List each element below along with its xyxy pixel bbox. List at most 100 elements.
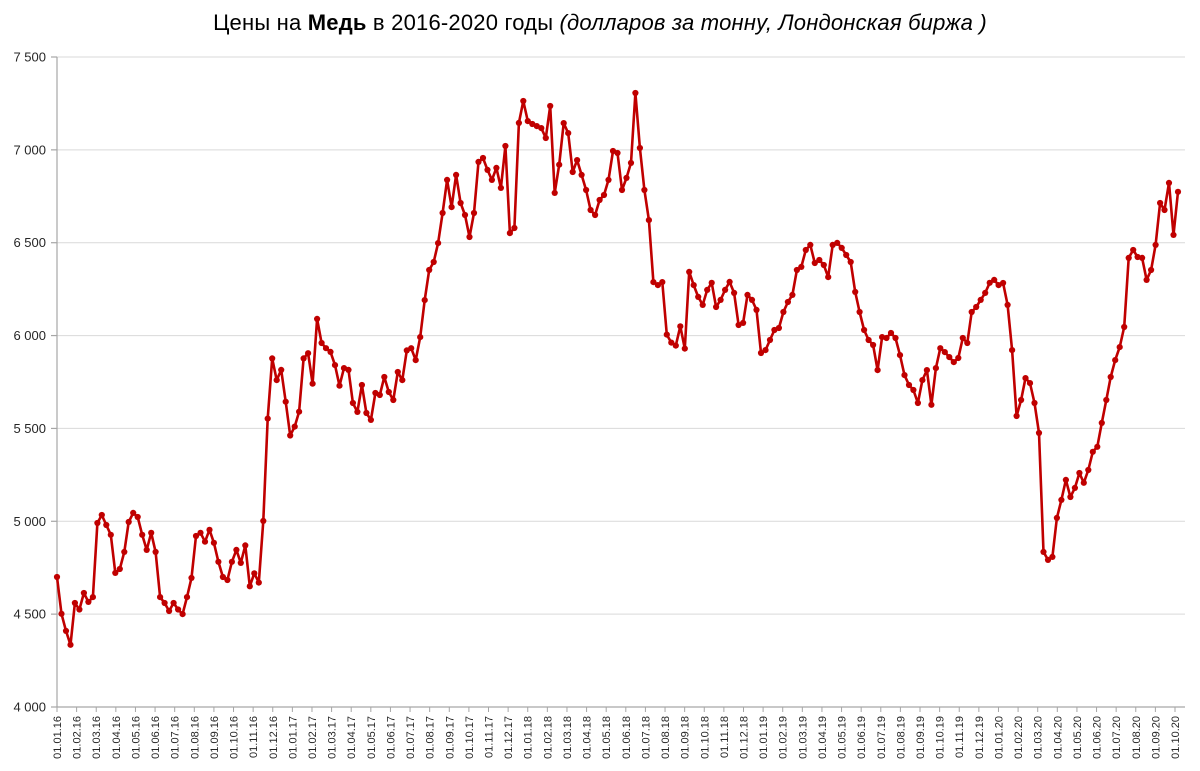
data-point <box>345 366 352 373</box>
x-tick-label: 01.12.19 <box>974 716 986 759</box>
data-point <box>385 388 392 396</box>
data-point <box>726 278 733 285</box>
data-point <box>959 334 966 342</box>
data-point <box>381 373 388 381</box>
data-point <box>264 415 271 422</box>
data-point <box>206 526 213 533</box>
data-point <box>834 239 841 246</box>
data-point <box>475 158 482 165</box>
data-point <box>654 282 662 289</box>
data-point <box>296 408 303 415</box>
data-point <box>493 164 500 171</box>
y-tick-label: 4 000 <box>13 700 46 715</box>
data-point <box>641 186 648 194</box>
data-point <box>986 279 993 286</box>
data-point <box>318 339 325 347</box>
data-point <box>932 365 940 372</box>
data-point <box>991 276 998 283</box>
data-point <box>331 362 339 369</box>
x-tick-label: 01.01.18 <box>523 716 535 759</box>
data-point <box>228 558 235 565</box>
data-point <box>363 409 370 417</box>
data-point <box>704 286 711 293</box>
data-point <box>511 224 518 232</box>
data-point <box>740 319 747 326</box>
x-tick-label: 01.10.19 <box>935 716 947 759</box>
data-point <box>870 341 877 349</box>
data-point <box>349 399 356 407</box>
data-point <box>1121 323 1128 331</box>
data-point <box>201 538 209 545</box>
chart-title-subtitle: (долларов за тонну, Лондонская биржа ) <box>559 10 987 35</box>
data-point <box>85 598 92 606</box>
data-point <box>982 289 989 296</box>
x-tick-label: 01.04.20 <box>1052 716 1064 759</box>
data-point <box>1085 466 1092 474</box>
data-point <box>623 174 630 181</box>
data-point <box>470 209 478 217</box>
data-point <box>807 241 814 248</box>
data-point <box>919 377 926 384</box>
data-point <box>1044 556 1052 564</box>
x-tick-label: 01.08.16 <box>189 716 201 759</box>
data-point <box>1053 514 1060 522</box>
data-point <box>166 607 173 615</box>
data-point <box>731 289 738 296</box>
data-point <box>291 423 298 430</box>
data-point <box>89 594 96 601</box>
data-point <box>1013 412 1020 420</box>
data-point <box>515 119 523 126</box>
x-tick-label: 01.11.16 <box>248 716 260 758</box>
x-tick-label: 01.06.18 <box>621 716 633 759</box>
x-tick-label: 01.05.19 <box>837 716 849 759</box>
x-tick-label: 01.05.18 <box>601 716 613 759</box>
data-point <box>354 408 361 415</box>
data-point <box>910 386 917 394</box>
data-point <box>672 342 679 349</box>
data-point <box>457 199 464 207</box>
data-point <box>1161 206 1168 214</box>
data-point <box>914 399 922 407</box>
data-point <box>1157 199 1164 207</box>
x-tick-label: 01.07.20 <box>1111 716 1123 759</box>
data-point <box>1143 276 1150 283</box>
x-tick-label: 01.03.18 <box>562 716 574 759</box>
data-point <box>58 610 65 617</box>
data-point <box>1107 373 1114 381</box>
data-point <box>892 334 899 342</box>
data-point <box>775 324 783 332</box>
data-point <box>798 263 805 270</box>
data-point <box>233 546 240 554</box>
data-point <box>107 531 114 538</box>
data-point <box>847 258 854 266</box>
data-point <box>53 573 61 581</box>
y-tick-label: 7 000 <box>13 142 46 157</box>
data-point <box>1071 484 1078 491</box>
y-tick-label: 7 500 <box>13 50 46 65</box>
data-point <box>246 583 253 590</box>
data-point <box>887 329 895 337</box>
data-point <box>399 377 406 384</box>
data-point <box>80 589 87 597</box>
data-point <box>305 350 312 357</box>
y-tick-label: 5 000 <box>13 514 46 529</box>
data-point <box>1098 419 1105 426</box>
data-point <box>968 308 975 316</box>
x-tick-label: 01.09.19 <box>915 716 927 759</box>
data-point <box>1004 301 1011 308</box>
x-tick-label: 01.06.20 <box>1092 716 1104 759</box>
data-point <box>251 570 258 577</box>
data-point <box>551 189 558 196</box>
data-point <box>112 569 119 577</box>
x-tick-label: 01.07.19 <box>876 716 888 759</box>
x-tick-label: 01.07.17 <box>405 716 417 759</box>
data-point <box>600 191 608 199</box>
data-point <box>179 611 186 618</box>
x-tick-label: 01.11.19 <box>954 716 966 758</box>
data-point <box>695 293 702 300</box>
data-point <box>466 233 473 241</box>
data-point <box>412 357 419 364</box>
data-point <box>780 308 787 316</box>
data-point <box>287 432 294 439</box>
x-tick-label: 01.01.17 <box>287 716 299 759</box>
